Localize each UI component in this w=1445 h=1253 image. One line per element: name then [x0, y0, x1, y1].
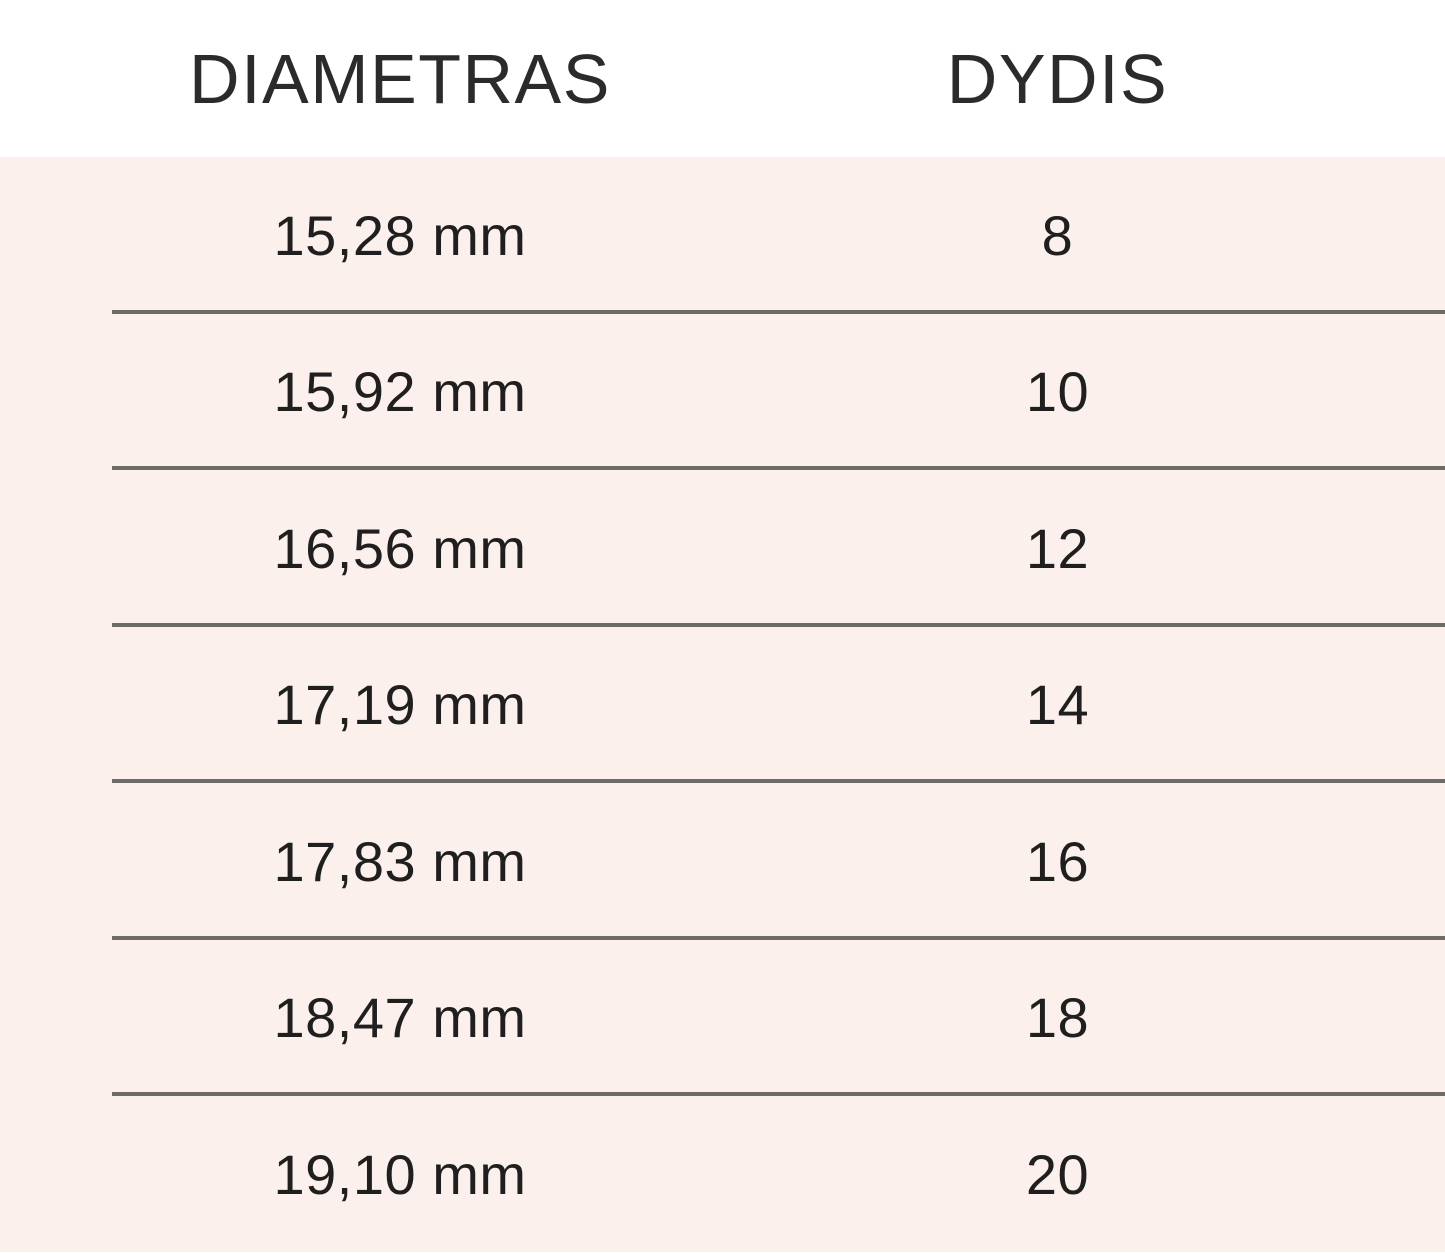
- cell-size: 20: [1025, 1142, 1090, 1206]
- table-row: 18,47 mm 18: [0, 940, 1445, 1096]
- cell-size: 8: [1041, 203, 1074, 267]
- row-divider: [112, 309, 1445, 314]
- cell-diameter: 15,92 mm: [273, 360, 527, 424]
- cell-size: 14: [1025, 673, 1090, 737]
- row-divider: [112, 622, 1445, 627]
- row-divider: [112, 1092, 1445, 1096]
- cell-size: 10: [1025, 360, 1090, 424]
- row-divider: [112, 779, 1445, 783]
- table-body: 15,28 mm 8 15,92 mm 10 16,56 mm 12 17,19…: [0, 157, 1445, 1252]
- column-header-size: DYDIS: [946, 39, 1169, 118]
- table-row: 15,92 mm 10: [0, 314, 1445, 470]
- cell-diameter: 16,56 mm: [273, 516, 527, 580]
- cell-size: 16: [1025, 829, 1090, 893]
- cell-diameter: 15,28 mm: [273, 203, 527, 267]
- table-row: 16,56 mm 12: [0, 470, 1445, 627]
- table-row: 19,10 mm 20: [0, 1096, 1445, 1253]
- cell-size: 12: [1025, 516, 1090, 580]
- cell-diameter: 18,47 mm: [273, 986, 527, 1050]
- cell-size: 18: [1025, 986, 1090, 1050]
- cell-diameter: 17,83 mm: [273, 829, 527, 893]
- cell-diameter: 17,19 mm: [273, 673, 527, 737]
- table-row: 17,83 mm 16: [0, 783, 1445, 940]
- row-divider: [112, 935, 1445, 940]
- column-header-diameter: DIAMETRAS: [189, 39, 611, 118]
- row-divider: [112, 466, 1445, 470]
- table-header-row: DIAMETRAS DYDIS: [0, 0, 1445, 157]
- cell-diameter: 19,10 mm: [273, 1142, 527, 1206]
- table-row: 15,28 mm 8: [0, 157, 1445, 314]
- table-row: 17,19 mm 14: [0, 627, 1445, 783]
